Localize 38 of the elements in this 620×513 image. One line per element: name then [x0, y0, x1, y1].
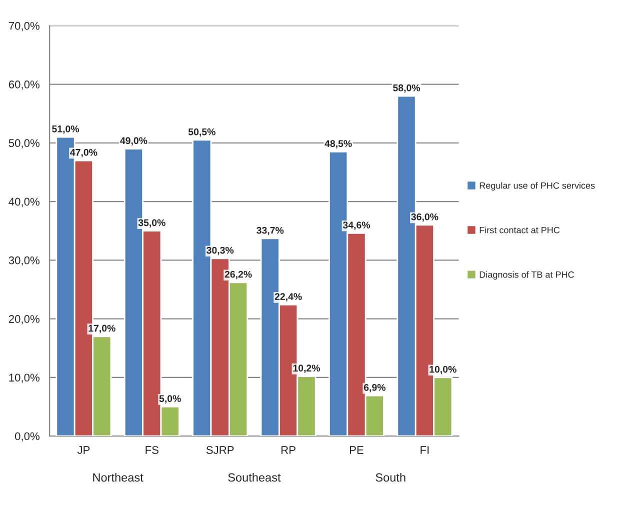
- y-tick-label: 60,0%: [8, 80, 40, 90]
- data-label: 47,0%: [70, 148, 98, 158]
- y-tick-label: 20,0%: [8, 315, 40, 324]
- y-tick-label: 0,0%: [14, 432, 40, 442]
- x-tick-label: RP: [281, 446, 296, 454]
- data-label: 48,5%: [324, 140, 352, 148]
- data-label: 6,9%: [364, 384, 386, 392]
- legend-label: Regular use of PHC services: [480, 182, 595, 191]
- data-label: 10,2%: [293, 364, 320, 373]
- legend-label: Diagnosis of TB at PHC: [480, 271, 574, 280]
- y-tick-label: 50,0%: [8, 139, 40, 148]
- data-label: 33,7%: [256, 226, 284, 236]
- text: South: [376, 472, 406, 482]
- x-tick-label: SJRP: [206, 446, 234, 454]
- y-tick-label: 70,0%: [8, 22, 40, 32]
- x-tick-label: FI: [420, 446, 429, 454]
- data-label: 10,0%: [430, 366, 456, 374]
- data-label: 49,0%: [120, 137, 148, 146]
- x-tick-label: JP: [77, 446, 90, 454]
- y-tick-label: 10,0%: [9, 374, 40, 383]
- data-label: 35,0%: [138, 219, 166, 228]
- data-label: 5,0%: [159, 395, 181, 404]
- data-label: 51,0%: [52, 125, 80, 134]
- text: Southeast: [228, 472, 281, 482]
- data-label: 34,6%: [342, 222, 370, 230]
- data-label: 36,0%: [411, 213, 438, 222]
- x-tick-label: FS: [146, 446, 158, 454]
- data-label: 50,5%: [188, 128, 216, 137]
- data-label: 58,0%: [393, 84, 420, 93]
- y-tick-label: 30,0%: [8, 256, 40, 266]
- legend-label: First contact at PHC: [480, 226, 560, 234]
- data-label: 30,3%: [206, 246, 234, 256]
- x-tick-label: PE: [350, 446, 364, 454]
- y-tick-label: 40,0%: [8, 198, 40, 207]
- data-label: 17,0%: [88, 324, 116, 334]
- data-label: 26,2%: [224, 270, 252, 280]
- text: Northeast: [93, 472, 144, 482]
- data-label: 22,4%: [274, 293, 302, 302]
